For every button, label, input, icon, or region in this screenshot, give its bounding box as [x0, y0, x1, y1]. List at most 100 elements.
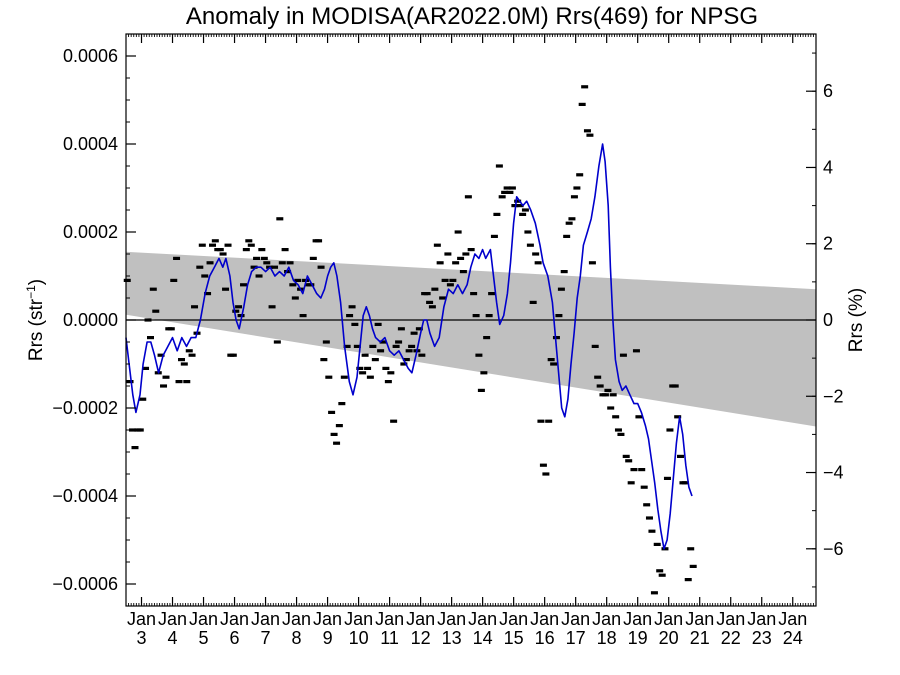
left-tick-label-3: 0.0000 — [63, 310, 118, 330]
data-point-164 — [547, 358, 555, 362]
x-tick-month-0: Jan — [127, 609, 156, 629]
data-point-202 — [645, 516, 653, 520]
data-point-147 — [503, 186, 511, 190]
x-tick-year-15: 18 — [597, 628, 617, 648]
data-point-163 — [545, 419, 553, 423]
data-point-160 — [537, 419, 545, 423]
data-point-72 — [309, 256, 317, 260]
data-point-198 — [635, 415, 643, 419]
data-point-159 — [534, 261, 542, 265]
data-point-3 — [131, 446, 139, 450]
right-tick-label-5: −4 — [823, 463, 844, 483]
data-point-167 — [555, 314, 563, 318]
data-point-22 — [180, 362, 188, 366]
data-point-5 — [136, 428, 144, 432]
data-point-94 — [366, 375, 374, 379]
data-point-152 — [516, 204, 524, 208]
left-y-axis: 0.0006 0.0004 0.0002 0.0000 −0.0002 −0.0004 −0… — [52, 46, 136, 607]
data-point-109 — [405, 349, 413, 353]
data-point-96 — [371, 358, 379, 362]
data-point-14 — [160, 384, 168, 388]
data-point-101 — [384, 380, 392, 384]
x-tick-month-6: Jan — [313, 609, 342, 629]
data-point-187 — [607, 406, 615, 410]
data-point-195 — [627, 481, 635, 485]
data-point-130 — [459, 270, 467, 274]
data-point-30 — [201, 274, 209, 278]
data-point-218 — [687, 547, 695, 551]
x-tick-month-7: Jan — [344, 609, 373, 629]
data-point-29 — [198, 243, 206, 247]
data-point-49 — [250, 265, 258, 269]
data-point-103 — [390, 419, 398, 423]
data-point-201 — [643, 503, 651, 507]
data-point-93 — [364, 366, 372, 370]
x-tick-year-13: 16 — [535, 628, 555, 648]
data-point-61 — [281, 248, 289, 252]
data-point-18 — [170, 278, 178, 282]
data-point-77 — [322, 340, 330, 344]
x-tick-year-19: 22 — [721, 628, 741, 648]
data-point-46 — [242, 248, 250, 252]
data-point-26 — [191, 305, 199, 309]
data-point-175 — [576, 173, 584, 177]
data-point-151 — [514, 199, 522, 203]
data-point-2 — [129, 428, 137, 432]
right-tick-label-2: 2 — [823, 234, 833, 254]
data-point-128 — [454, 230, 462, 234]
data-point-23 — [183, 380, 191, 384]
data-point-8 — [144, 318, 152, 322]
x-tick-year-8: 11 — [380, 628, 399, 648]
data-point-1 — [126, 380, 134, 384]
data-point-43 — [235, 305, 243, 309]
data-point-185 — [601, 393, 609, 397]
data-point-192 — [619, 353, 627, 357]
data-point-139 — [483, 336, 491, 340]
data-point-54 — [263, 261, 271, 265]
x-tick-year-2: 5 — [199, 628, 209, 648]
x-tick-month-2: Jan — [189, 609, 218, 629]
x-tick-month-20: Jan — [747, 609, 776, 629]
data-point-200 — [640, 485, 648, 489]
data-point-191 — [617, 432, 625, 436]
left-y-axis-label: Rrs (str−1) — [24, 279, 47, 361]
data-point-119 — [431, 287, 439, 291]
data-point-71 — [307, 283, 315, 287]
data-point-183 — [596, 384, 604, 388]
data-point-79 — [328, 410, 336, 414]
data-point-156 — [526, 243, 534, 247]
data-point-189 — [612, 415, 620, 419]
data-point-188 — [609, 393, 617, 397]
data-point-142 — [490, 234, 498, 238]
data-point-178 — [583, 129, 591, 133]
x-tick-month-13: Jan — [530, 609, 559, 629]
data-point-155 — [524, 230, 532, 234]
data-point-95 — [369, 344, 377, 348]
data-point-132 — [464, 195, 472, 199]
data-point-170 — [563, 234, 571, 238]
data-point-100 — [382, 366, 390, 370]
data-point-86 — [346, 314, 354, 318]
data-point-92 — [361, 353, 369, 357]
data-point-134 — [470, 292, 478, 296]
right-tick-label-1: 4 — [823, 157, 833, 177]
data-point-177 — [581, 85, 589, 89]
x-tick-year-3: 6 — [230, 628, 240, 648]
data-point-205 — [653, 542, 661, 546]
data-point-133 — [467, 248, 475, 252]
data-point-219 — [689, 564, 697, 568]
x-tick-year-17: 20 — [659, 628, 679, 648]
anomaly-points — [123, 85, 697, 595]
data-point-59 — [276, 217, 284, 221]
data-point-68 — [299, 314, 307, 318]
data-point-169 — [560, 270, 568, 274]
data-point-116 — [423, 292, 431, 296]
data-point-66 — [294, 278, 302, 282]
left-tick-label-5: −0.0004 — [52, 486, 118, 506]
data-point-108 — [402, 358, 410, 362]
smoothed-anomaly-line — [125, 143, 693, 550]
x-tick-year-12: 15 — [504, 628, 524, 648]
data-point-207 — [658, 573, 666, 577]
data-point-90 — [356, 366, 364, 370]
data-point-41 — [229, 353, 237, 357]
